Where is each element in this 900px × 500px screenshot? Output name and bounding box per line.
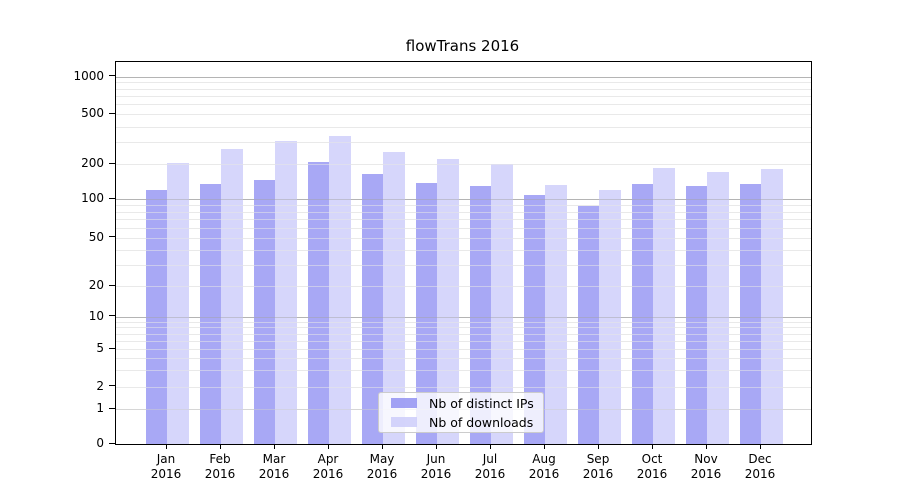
y-tick-label: 1000 bbox=[73, 68, 104, 83]
x-tick-mark bbox=[381, 444, 383, 449]
bar-ips-dec bbox=[739, 184, 761, 444]
bar-ips-sep bbox=[577, 205, 599, 444]
x-tick-label: Dec 2016 bbox=[744, 452, 776, 481]
x-tick-mark bbox=[489, 444, 491, 449]
bar-ips-oct bbox=[631, 184, 653, 444]
gridline bbox=[116, 76, 811, 78]
x-tick-label: Jun 2016 bbox=[420, 452, 452, 481]
bar-downloads-aug bbox=[545, 185, 567, 444]
x-tick-mark bbox=[435, 444, 437, 449]
bar-downloads-jan bbox=[167, 162, 189, 444]
legend-row: Nb of downloads bbox=[387, 414, 535, 430]
y-tick-mark bbox=[109, 284, 115, 286]
x-tick-label: Sep 2016 bbox=[582, 452, 614, 481]
x-tick-label: Apr 2016 bbox=[312, 452, 344, 481]
x-tick-label: Jan 2016 bbox=[150, 452, 182, 481]
y-tick-mark bbox=[109, 236, 115, 238]
bar-downloads-jun bbox=[437, 159, 459, 444]
bar-downloads-nov bbox=[707, 171, 729, 444]
bar-downloads-mar bbox=[275, 141, 297, 444]
y-tick-label: 0 bbox=[96, 436, 104, 450]
bars-layer bbox=[116, 62, 811, 444]
y-tick-mark bbox=[109, 385, 115, 387]
bar-downloads-feb bbox=[221, 148, 243, 444]
gridline bbox=[116, 316, 811, 318]
y-tick-mark bbox=[109, 162, 115, 164]
y-tick-label: 100 bbox=[81, 191, 104, 206]
y-tick-label: 200 bbox=[81, 156, 104, 171]
legend-swatch-distinct-ips bbox=[391, 398, 417, 408]
x-tick-label: Feb 2016 bbox=[204, 452, 236, 481]
y-tick-label: 2 bbox=[96, 378, 104, 393]
y-tick-mark bbox=[109, 442, 115, 444]
legend: Nb of distinct IPs Nb of downloads bbox=[378, 392, 544, 433]
chart-title: flowTrans 2016 bbox=[405, 37, 520, 55]
bar-downloads-oct bbox=[653, 168, 675, 444]
bar-ips-apr bbox=[307, 161, 329, 444]
bar-ips-feb bbox=[199, 184, 221, 444]
y-tick-mark bbox=[109, 347, 115, 349]
y-tick-mark bbox=[109, 407, 115, 409]
gridline bbox=[116, 199, 811, 201]
plot-area bbox=[115, 61, 812, 445]
y-tick-mark bbox=[109, 197, 115, 199]
y-tick-label: 10 bbox=[88, 308, 104, 323]
bar-ips-may bbox=[361, 174, 383, 444]
x-tick-label: May 2016 bbox=[366, 452, 398, 481]
bar-downloads-dec bbox=[761, 168, 783, 444]
y-tick-mark bbox=[109, 315, 115, 317]
y-tick-label: 20 bbox=[88, 278, 104, 292]
legend-row: Nb of distinct IPs bbox=[387, 395, 535, 411]
y-tick-label: 500 bbox=[81, 106, 104, 121]
bar-downloads-sep bbox=[599, 190, 621, 444]
bar-ips-jul bbox=[469, 186, 491, 444]
y-tick-label: 1 bbox=[96, 401, 104, 416]
y-tick-mark bbox=[109, 75, 115, 77]
x-tick-mark bbox=[651, 444, 653, 449]
bar-ips-jun bbox=[415, 182, 437, 444]
x-tick-mark bbox=[759, 444, 761, 449]
bar-ips-aug bbox=[523, 194, 545, 444]
y-tick-label: 5 bbox=[96, 341, 104, 356]
legend-label: Nb of downloads bbox=[429, 414, 534, 430]
x-tick-mark bbox=[705, 444, 707, 449]
bar-ips-jan bbox=[145, 190, 167, 444]
bar-downloads-jul bbox=[491, 164, 513, 444]
x-tick-mark bbox=[327, 444, 329, 449]
y-tick-mark bbox=[109, 112, 115, 114]
x-tick-mark bbox=[543, 444, 545, 449]
x-tick-label: Oct 2016 bbox=[636, 452, 668, 481]
x-tick-mark bbox=[165, 444, 167, 449]
x-tick-mark bbox=[597, 444, 599, 449]
x-tick-mark bbox=[273, 444, 275, 449]
bar-ips-mar bbox=[253, 180, 275, 444]
x-tick-label: Aug 2016 bbox=[528, 452, 560, 481]
x-tick-label: Jul 2016 bbox=[474, 452, 506, 481]
legend-swatch-downloads bbox=[391, 417, 417, 427]
x-tick-label: Mar 2016 bbox=[258, 452, 290, 481]
y-tick-label: 50 bbox=[88, 229, 104, 244]
x-tick-label: Nov 2016 bbox=[690, 452, 722, 481]
bar-ips-nov bbox=[685, 186, 707, 444]
bar-downloads-apr bbox=[329, 136, 351, 444]
x-tick-mark bbox=[219, 444, 221, 449]
legend-label: Nb of distinct IPs bbox=[429, 395, 534, 411]
